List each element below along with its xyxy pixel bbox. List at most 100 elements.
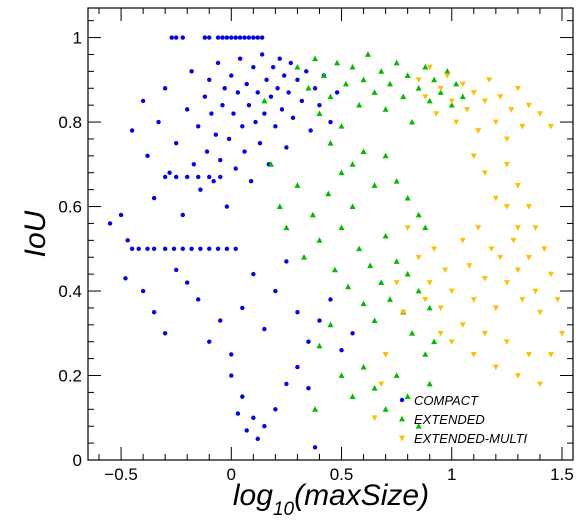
compact-point <box>220 35 225 40</box>
extended-point <box>422 351 429 357</box>
extended-multi-point <box>481 170 488 176</box>
compact-point <box>262 326 267 332</box>
compact-point <box>255 436 260 442</box>
extended-multi-point <box>510 237 517 244</box>
extended-point <box>404 194 411 201</box>
plot-frame <box>87 7 574 461</box>
compact-point <box>173 35 179 40</box>
extended-multi-point <box>536 111 543 117</box>
extended-point <box>349 161 356 167</box>
compact-point <box>299 98 305 104</box>
extended-point <box>371 317 378 323</box>
compact-point <box>246 35 252 40</box>
extended-point <box>371 384 378 391</box>
extended-multi-point <box>415 77 422 84</box>
compact-point <box>229 73 234 78</box>
extended-multi-point <box>470 351 477 358</box>
extended-multi-point <box>382 351 389 358</box>
extended-point <box>327 93 334 100</box>
compact-point <box>196 297 201 302</box>
extended-multi-point <box>519 123 526 130</box>
extended-multi-point <box>475 128 482 134</box>
extended-multi-point <box>514 183 521 189</box>
compact-point <box>118 212 124 218</box>
compact-point <box>162 246 168 251</box>
extended-point <box>378 279 385 285</box>
compact-point <box>279 107 285 112</box>
compact-point <box>235 90 241 95</box>
x-tick-label: −0.5 <box>104 465 138 484</box>
extended-multi-point <box>503 136 510 143</box>
compact-point <box>350 331 355 336</box>
extended-point <box>356 101 363 108</box>
legend-marker-compact <box>399 397 405 403</box>
compact-point <box>328 119 333 125</box>
extended-point <box>294 182 301 188</box>
compact-point <box>224 204 230 209</box>
extended-multi-point <box>422 297 429 303</box>
compact-point <box>229 373 234 378</box>
compact-point <box>173 174 179 180</box>
extended-point <box>422 63 429 70</box>
compact-point <box>151 309 157 315</box>
extended-multi-point <box>371 415 378 421</box>
compact-point <box>224 246 230 251</box>
extended-multi-point <box>514 373 521 379</box>
compact-point <box>198 246 203 251</box>
extended-multi-point <box>525 102 532 109</box>
compact-point <box>215 60 221 66</box>
y-tick-label: 0 <box>73 451 82 470</box>
extended-multi-point <box>525 204 532 210</box>
extended-point <box>301 254 308 260</box>
extended-point <box>382 232 389 239</box>
extended-multi-point <box>459 81 466 88</box>
compact-point <box>156 119 161 125</box>
extended-multi-point <box>426 64 433 71</box>
compact-point <box>259 35 265 40</box>
extended-point <box>382 406 389 412</box>
extended-point <box>382 152 389 159</box>
extended-multi-point <box>470 153 477 160</box>
compact-point <box>259 52 265 57</box>
extended-point <box>327 139 334 146</box>
x-axis-title-subscript: 10 <box>273 499 295 520</box>
compact-point <box>207 77 212 83</box>
compact-point <box>211 178 216 184</box>
ticks-layer: −0.5 0 0.5 1 1.5 0 0.2 0.4 0.6 0.8 1 <box>58 8 574 484</box>
compact-point <box>123 276 128 281</box>
compact-point <box>213 132 219 137</box>
extended-point <box>283 224 290 231</box>
compact-point <box>268 94 274 99</box>
extended-point <box>422 224 429 231</box>
legend-marker-extended <box>399 415 405 422</box>
compact-point <box>180 35 185 40</box>
extended-multi-point <box>466 263 473 269</box>
compact-point <box>264 77 269 83</box>
extended-multi-point <box>492 364 499 371</box>
extended-point <box>415 423 422 429</box>
extended-multi-point <box>481 275 488 282</box>
compact-point <box>251 271 256 277</box>
x-axis-title: log10(maxSize) <box>233 479 429 520</box>
compact-point <box>189 69 194 74</box>
extended-point <box>415 85 422 91</box>
extended-multi-point <box>393 280 400 286</box>
extended-point <box>316 110 323 117</box>
compact-point <box>226 136 232 142</box>
extended-point <box>367 262 374 269</box>
compact-point <box>173 267 179 273</box>
extended-point <box>437 89 444 95</box>
extended-point <box>409 330 416 336</box>
compact-point <box>140 288 146 294</box>
compact-point <box>273 124 278 129</box>
extended-point <box>393 372 400 378</box>
extended-point <box>426 304 433 311</box>
extended-point <box>316 342 323 349</box>
extended-multi-point <box>453 119 460 126</box>
extended-multi-point <box>422 94 429 100</box>
y-tick-label: 0.6 <box>58 198 82 217</box>
compact-point <box>255 35 260 40</box>
compact-point <box>328 297 333 302</box>
extended-point <box>331 266 338 273</box>
extended-point <box>393 177 400 184</box>
